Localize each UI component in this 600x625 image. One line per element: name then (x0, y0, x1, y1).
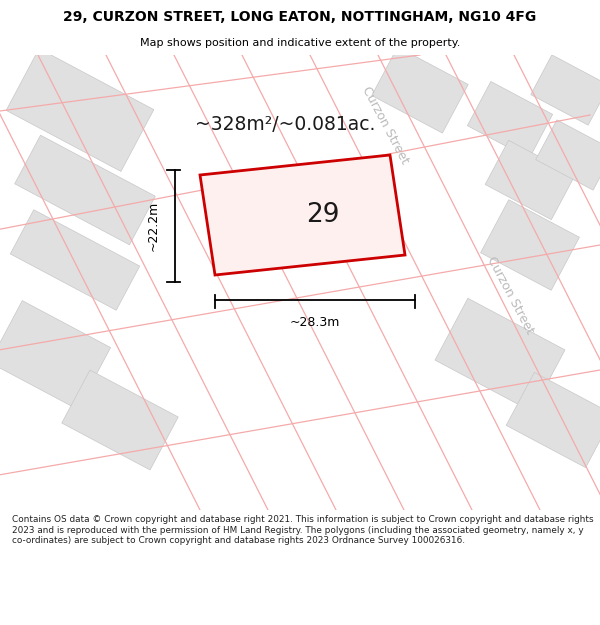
Text: Map shows position and indicative extent of the property.: Map shows position and indicative extent… (140, 38, 460, 48)
Text: Curzon Street: Curzon Street (484, 254, 536, 336)
Polygon shape (506, 372, 600, 468)
Text: ~328m²/~0.081ac.: ~328m²/~0.081ac. (195, 116, 375, 134)
Polygon shape (372, 47, 468, 133)
Polygon shape (0, 301, 110, 409)
Polygon shape (291, 41, 569, 524)
Text: ~28.3m: ~28.3m (290, 316, 340, 329)
Text: ~22.2m: ~22.2m (146, 201, 160, 251)
Text: Contains OS data © Crown copyright and database right 2021. This information is : Contains OS data © Crown copyright and d… (12, 515, 593, 545)
Polygon shape (0, 35, 573, 165)
Polygon shape (435, 298, 565, 412)
Polygon shape (531, 55, 600, 125)
Polygon shape (485, 141, 575, 219)
Text: Curzon Street: Curzon Street (359, 84, 411, 166)
Text: 29: 29 (306, 202, 339, 228)
Polygon shape (6, 49, 154, 171)
Text: 29, CURZON STREET, LONG EATON, NOTTINGHAM, NG10 4FG: 29, CURZON STREET, LONG EATON, NOTTINGHA… (64, 9, 536, 24)
Polygon shape (0, 295, 600, 430)
Polygon shape (536, 120, 600, 190)
Polygon shape (481, 200, 580, 290)
Polygon shape (0, 160, 600, 295)
Polygon shape (10, 210, 140, 310)
Polygon shape (14, 135, 155, 245)
Polygon shape (62, 370, 178, 470)
Polygon shape (467, 81, 553, 159)
Polygon shape (200, 155, 405, 275)
Polygon shape (431, 41, 600, 524)
